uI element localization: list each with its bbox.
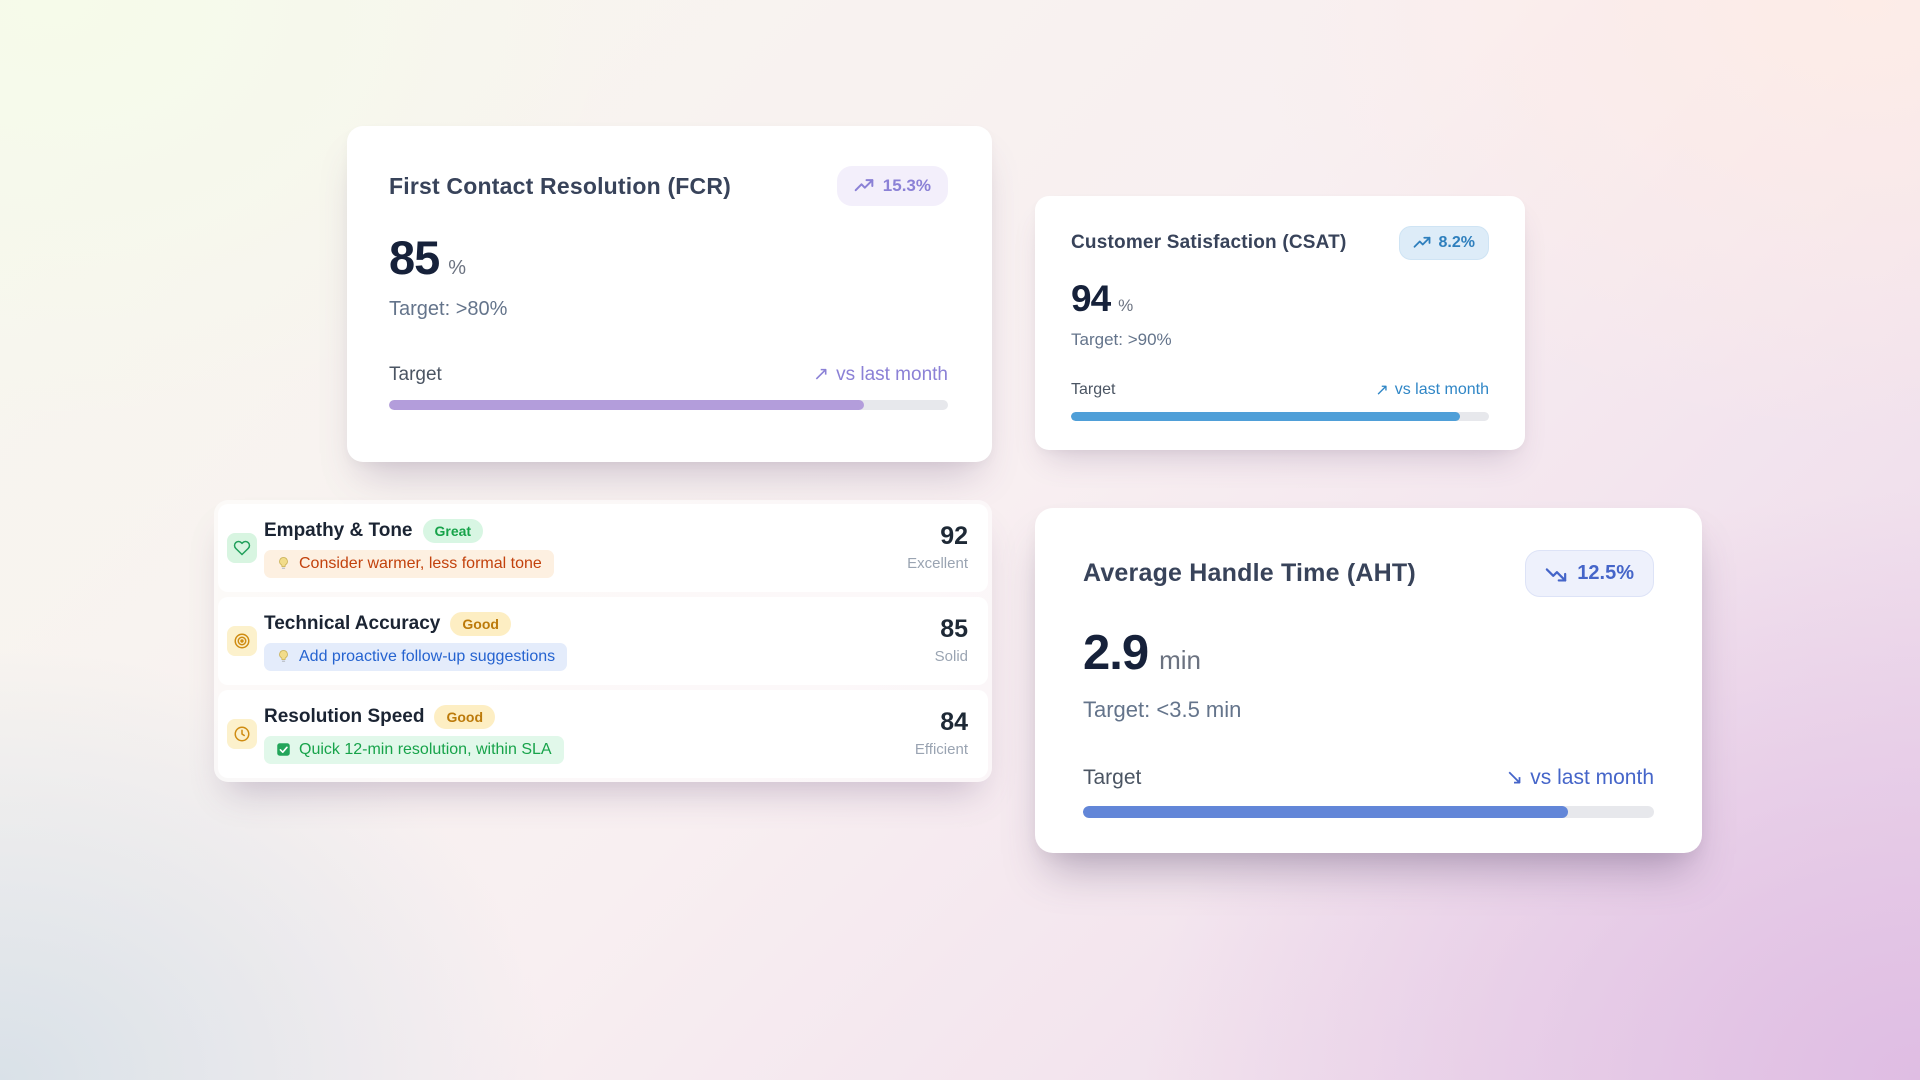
csat-value-row: 94 % (1071, 280, 1489, 317)
fcr-value-row: 85 % (389, 234, 948, 281)
metric-row-empathy-tone[interactable]: Empathy & Tone Great Consider warmer, le… (218, 504, 988, 592)
csat-footer-label: Target (1071, 381, 1116, 398)
fcr-trend-badge: 15.3% (836, 166, 948, 206)
csat-progress-track (1071, 412, 1489, 421)
metric-score: 85 (940, 615, 968, 643)
heart-icon (227, 533, 257, 563)
csat-trend-badge: 8.2% (1398, 226, 1489, 260)
aht-target-text: Target: <3.5 min (1083, 697, 1242, 722)
lightbulb-icon (276, 556, 291, 571)
fcr-progress-fill (389, 400, 865, 410)
suggestion-text: Consider warmer, less formal tone (299, 554, 542, 572)
metric-row-technical-accuracy[interactable]: Technical Accuracy Good Add proactive fo… (218, 597, 988, 685)
suggestion-chip: Add proactive follow-up suggestions (264, 642, 568, 671)
rating-badge: Good (450, 611, 511, 636)
arrow-up-right-icon: ↗ (1375, 382, 1389, 399)
suggestion-text: Quick 12-min resolution, within SLA (299, 740, 552, 758)
aht-unit: min (1159, 645, 1202, 675)
metric-title: Empathy & Tone (264, 519, 413, 541)
suggestion-chip: Consider warmer, less formal tone (264, 549, 554, 578)
metric-title: Technical Accuracy (264, 612, 441, 634)
target-icon (227, 626, 257, 656)
fcr-card-title: First Contact Resolution (FCR) (389, 172, 732, 199)
fcr-target-text: Target: >80% (389, 298, 508, 320)
metric-row-resolution-speed[interactable]: Resolution Speed Good Quick 12-min resol… (218, 690, 988, 778)
aht-trend-badge: 12.5% (1525, 550, 1654, 597)
metric-score-label: Efficient (914, 741, 968, 758)
aht-card[interactable]: Average Handle Time (AHT) 12.5% 2.9 min … (1035, 508, 1702, 853)
csat-footer: Target ↗ vs last month (1071, 380, 1489, 400)
aht-progress-track (1083, 806, 1654, 818)
fcr-footer: Target ↗ vs last month (389, 363, 948, 386)
aht-value: 2.9 (1083, 626, 1149, 680)
aht-card-header: Average Handle Time (AHT) 12.5% (1083, 550, 1654, 597)
check-icon (276, 742, 291, 757)
clock-icon (227, 719, 257, 749)
metric-score-label: Solid (934, 648, 968, 665)
fcr-trend-value: 15.3% (882, 176, 931, 195)
lightbulb-icon (276, 649, 291, 664)
arrow-down-right-icon: ↘ (1505, 766, 1524, 789)
csat-unit: % (1118, 296, 1134, 315)
csat-card-header: Customer Satisfaction (CSAT) 8.2% (1071, 226, 1489, 260)
metric-score-label: Excellent (907, 555, 968, 572)
aht-value-row: 2.9 min (1083, 629, 1654, 678)
aht-footer-trend: ↘ vs last month (1506, 765, 1654, 790)
csat-card-title: Customer Satisfaction (CSAT) (1071, 232, 1347, 253)
quality-metrics-list: Empathy & Tone Great Consider warmer, le… (214, 500, 992, 782)
csat-trend-value: 8.2% (1438, 234, 1475, 251)
csat-footer-trend: ↗ vs last month (1375, 380, 1489, 400)
fcr-card[interactable]: First Contact Resolution (FCR) 15.3% 85 … (347, 126, 992, 462)
csat-target-text: Target: >90% (1071, 330, 1172, 349)
fcr-footer-trend-text: vs last month (836, 363, 948, 385)
aht-progress-fill (1083, 806, 1569, 818)
trending-down-icon (1545, 563, 1567, 585)
aht-footer-trend-text: vs last month (1530, 765, 1654, 789)
fcr-progress-track (389, 400, 948, 410)
rating-badge: Good (434, 704, 496, 729)
fcr-footer-label: Target (389, 363, 442, 385)
fcr-unit: % (448, 257, 467, 279)
aht-footer: Target ↘ vs last month (1083, 765, 1654, 790)
aht-card-title: Average Handle Time (AHT) (1083, 559, 1416, 587)
arrow-up-right-icon: ↗ (813, 364, 830, 385)
fcr-value: 85 (389, 231, 440, 284)
fcr-footer-trend: ↗ vs last month (813, 363, 948, 386)
suggestion-text: Add proactive follow-up suggestions (299, 647, 556, 665)
aht-trend-value: 12.5% (1577, 562, 1634, 584)
aht-footer-label: Target (1083, 765, 1142, 789)
fcr-card-header: First Contact Resolution (FCR) 15.3% (389, 166, 948, 206)
csat-value: 94 (1071, 278, 1111, 319)
suggestion-chip: Quick 12-min resolution, within SLA (264, 735, 564, 764)
csat-footer-trend-text: vs last month (1394, 381, 1489, 398)
trending-up-icon (854, 176, 874, 196)
rating-badge: Great (422, 518, 484, 543)
metric-title: Resolution Speed (264, 705, 425, 727)
csat-card[interactable]: Customer Satisfaction (CSAT) 8.2% 94 % T… (1035, 196, 1525, 450)
csat-progress-fill (1071, 412, 1460, 421)
metric-score: 92 (940, 522, 968, 550)
metric-score: 84 (940, 708, 968, 736)
trending-up-icon (1413, 234, 1431, 252)
